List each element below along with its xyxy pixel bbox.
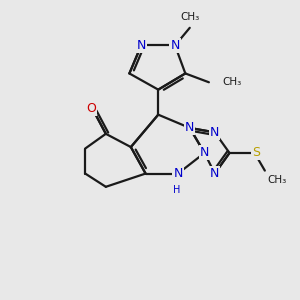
Text: N: N [210,167,220,180]
Text: N: N [170,39,180,52]
Text: H: H [173,185,180,195]
Text: N: N [185,122,194,134]
Text: CH₃: CH₃ [268,175,287,185]
Text: CH₃: CH₃ [181,12,200,22]
Text: O: O [86,102,96,115]
Text: CH₃: CH₃ [222,77,242,87]
Text: N: N [210,126,220,139]
Text: S: S [252,146,260,159]
Text: N: N [136,39,146,52]
Text: N: N [173,167,183,180]
Text: N: N [200,146,209,159]
